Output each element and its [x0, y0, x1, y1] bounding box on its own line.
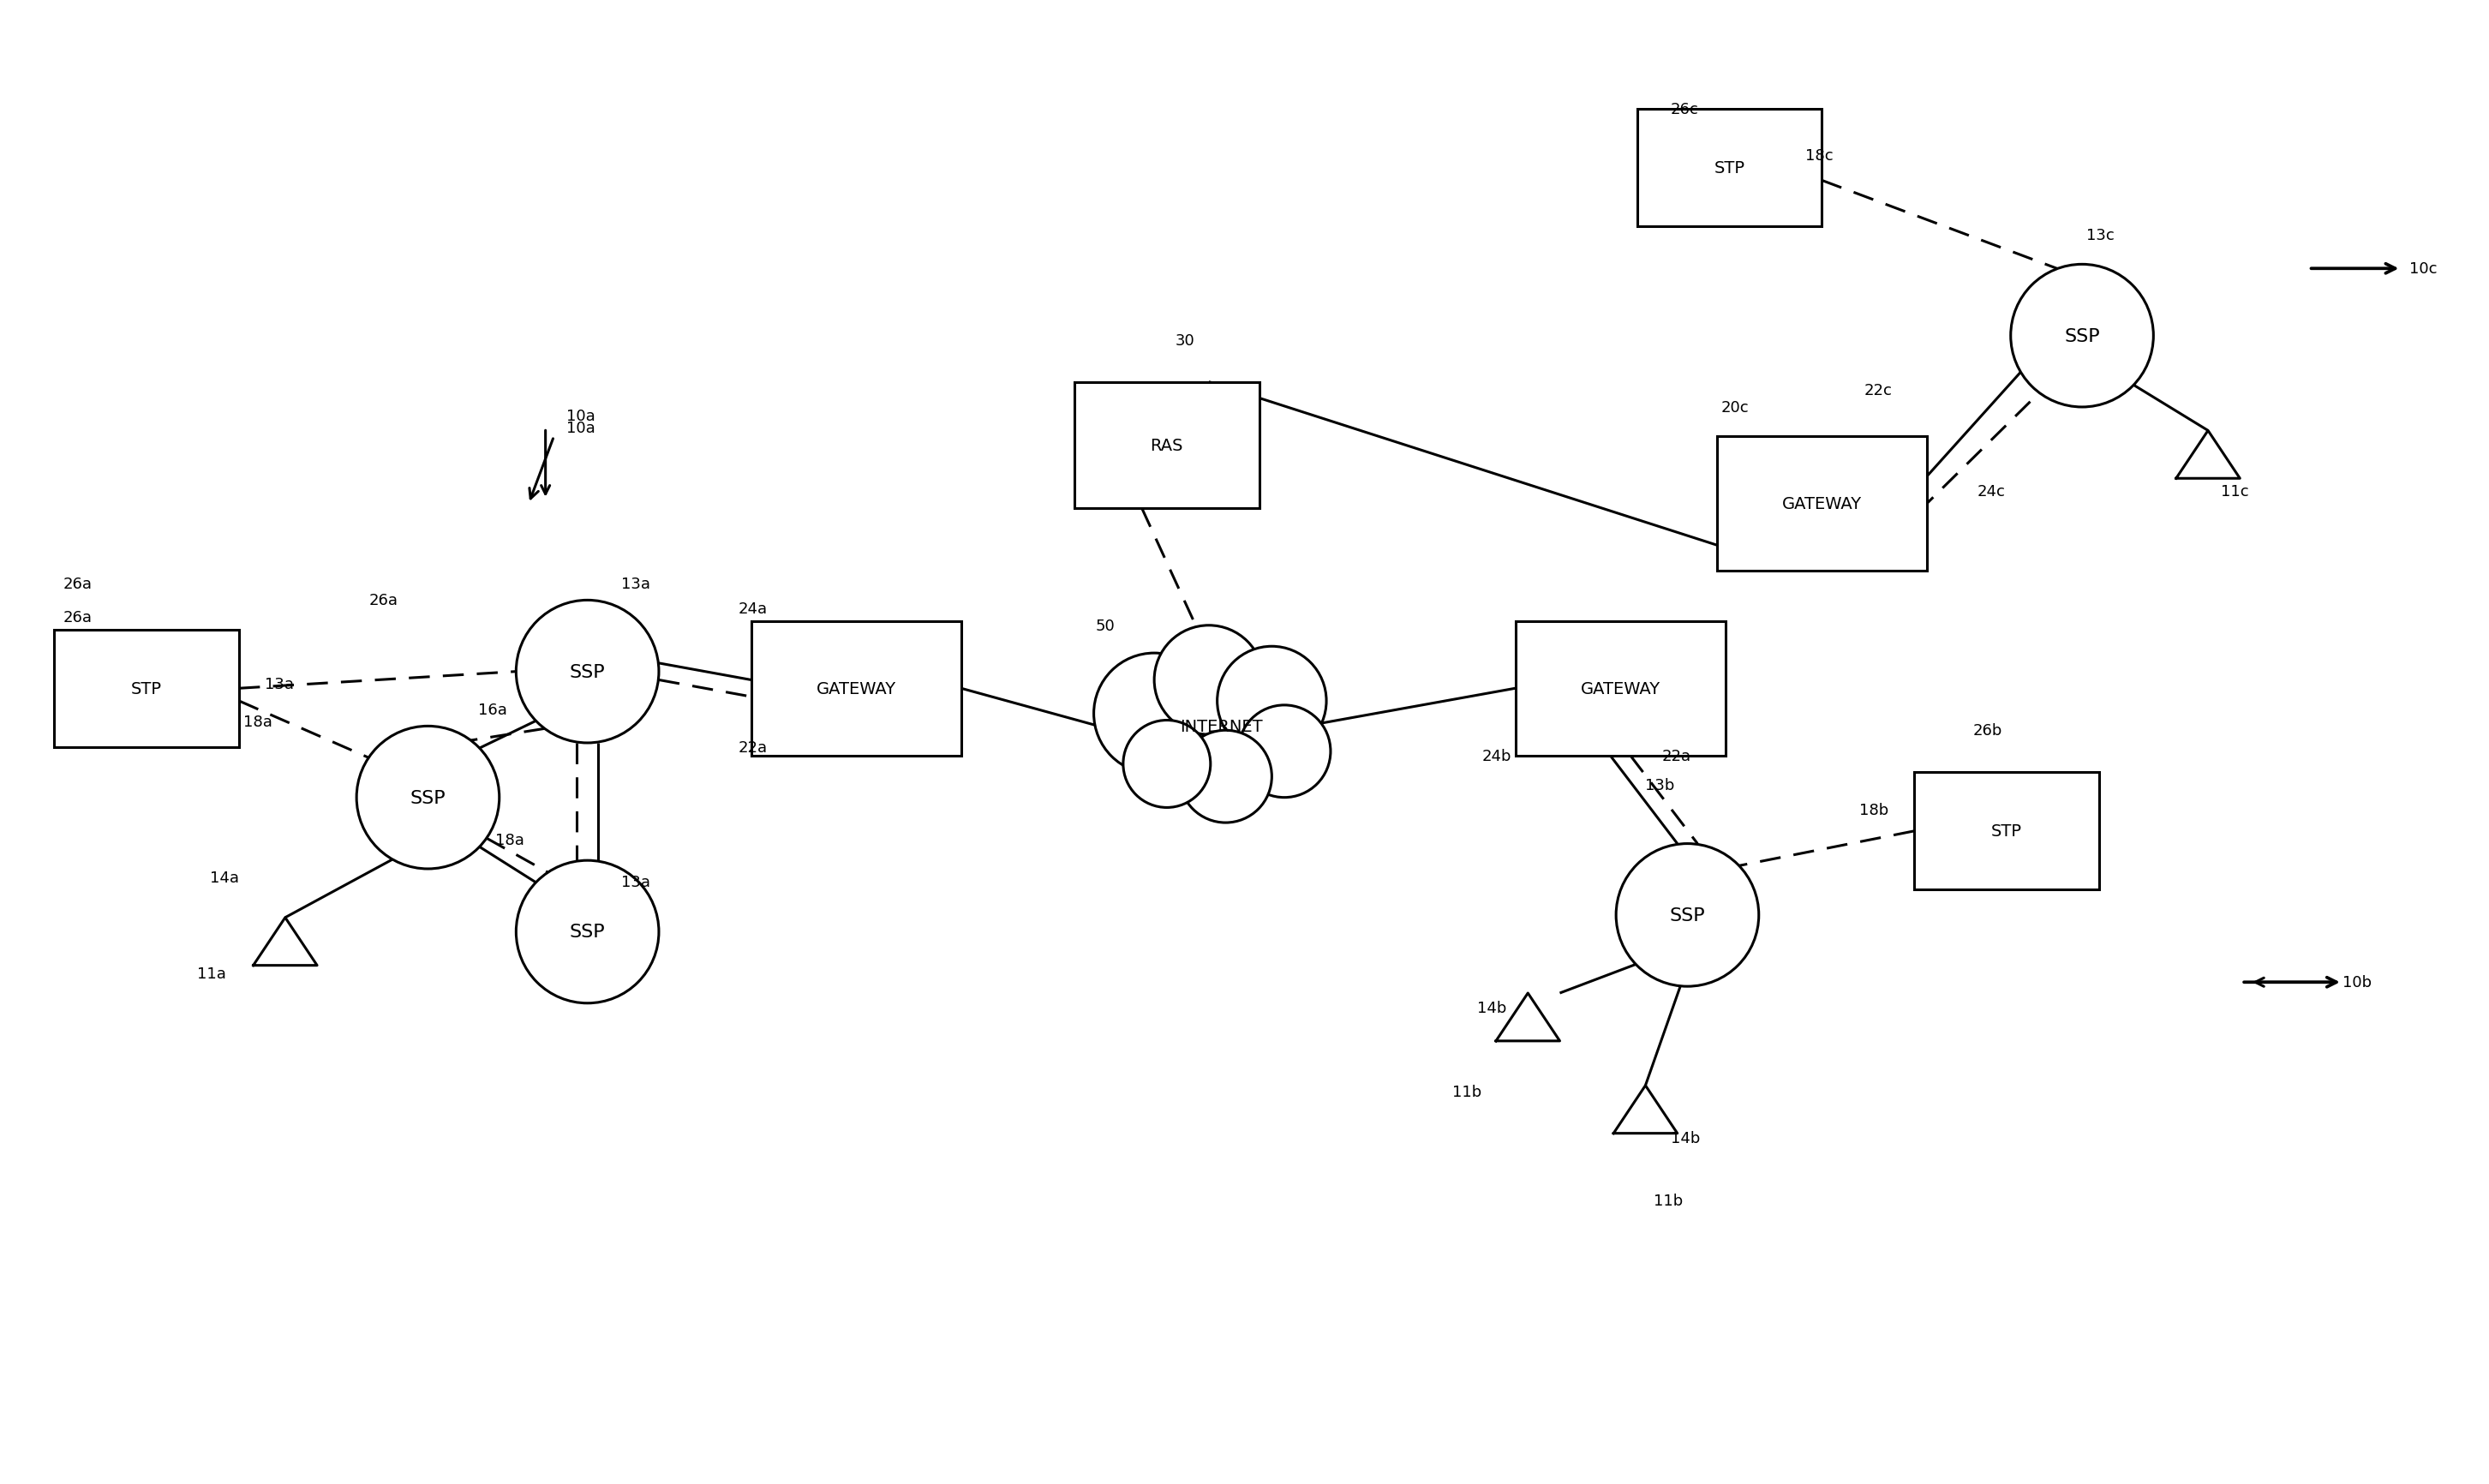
Text: 13c: 13c: [2086, 229, 2113, 243]
Text: STP: STP: [1991, 824, 2021, 840]
Text: 18a: 18a: [495, 833, 525, 847]
Text: 26a: 26a: [368, 594, 398, 608]
Text: 22c: 22c: [1864, 383, 1892, 399]
Circle shape: [1180, 730, 1272, 824]
Text: SSP: SSP: [1670, 907, 1705, 925]
Text: 10c: 10c: [2409, 261, 2437, 278]
Bar: [752, 622, 961, 755]
Text: SSP: SSP: [2063, 328, 2101, 344]
Text: 24a: 24a: [739, 601, 767, 617]
Text: 10a: 10a: [567, 408, 595, 423]
Text: 16a: 16a: [478, 702, 508, 717]
Bar: [1075, 383, 1259, 509]
Text: 24c: 24c: [1976, 484, 2006, 499]
Text: 13a: 13a: [622, 874, 650, 889]
Bar: [55, 631, 239, 748]
Text: 13b: 13b: [1645, 778, 1675, 792]
Text: RAS: RAS: [1150, 438, 1182, 454]
Text: 26a: 26a: [62, 576, 92, 592]
Text: SSP: SSP: [570, 923, 605, 941]
Text: 13a: 13a: [622, 576, 650, 592]
Text: 11a: 11a: [197, 966, 226, 982]
Circle shape: [515, 601, 660, 743]
Text: 26c: 26c: [1670, 102, 1697, 117]
Circle shape: [1237, 705, 1332, 798]
Text: 22a: 22a: [739, 739, 767, 755]
Text: 26a: 26a: [62, 610, 92, 625]
Circle shape: [515, 861, 660, 1003]
Bar: [1717, 436, 1926, 571]
Text: 13a: 13a: [264, 677, 294, 692]
Text: 20c: 20c: [1720, 399, 1750, 416]
Text: 11b: 11b: [1451, 1083, 1481, 1100]
Text: 14b: 14b: [1670, 1129, 1700, 1146]
Text: 50: 50: [1095, 617, 1115, 634]
Text: STP: STP: [132, 681, 162, 697]
Circle shape: [356, 727, 500, 870]
Bar: [1914, 773, 2098, 890]
Text: 18b: 18b: [1859, 803, 1889, 818]
Text: SSP: SSP: [411, 789, 446, 806]
Text: 11b: 11b: [1653, 1193, 1683, 1208]
Bar: [1516, 622, 1725, 755]
Circle shape: [2011, 266, 2153, 408]
Text: 14b: 14b: [1478, 1000, 1506, 1015]
Text: 22a: 22a: [1663, 748, 1693, 764]
Text: GATEWAY: GATEWAY: [1581, 681, 1660, 697]
Text: 26b: 26b: [1974, 723, 2001, 739]
Circle shape: [1155, 626, 1264, 735]
Text: SSP: SSP: [570, 663, 605, 681]
Text: 24b: 24b: [1481, 748, 1511, 764]
Text: GATEWAY: GATEWAY: [816, 681, 896, 697]
Bar: [1638, 110, 1822, 227]
Text: 10b: 10b: [2342, 975, 2372, 990]
Text: INTERNET: INTERNET: [1180, 718, 1262, 735]
Text: 30: 30: [1175, 332, 1195, 349]
Text: 18c: 18c: [1805, 148, 1832, 163]
Circle shape: [1123, 721, 1210, 807]
Text: GATEWAY: GATEWAY: [1782, 496, 1862, 512]
Text: 11c: 11c: [2220, 484, 2248, 499]
Text: 14a: 14a: [209, 870, 239, 886]
Text: STP: STP: [1715, 160, 1745, 177]
Circle shape: [1615, 844, 1760, 987]
Circle shape: [1217, 647, 1327, 755]
Text: 10a: 10a: [567, 421, 595, 436]
Text: 18a: 18a: [244, 715, 271, 730]
Circle shape: [1093, 653, 1215, 775]
